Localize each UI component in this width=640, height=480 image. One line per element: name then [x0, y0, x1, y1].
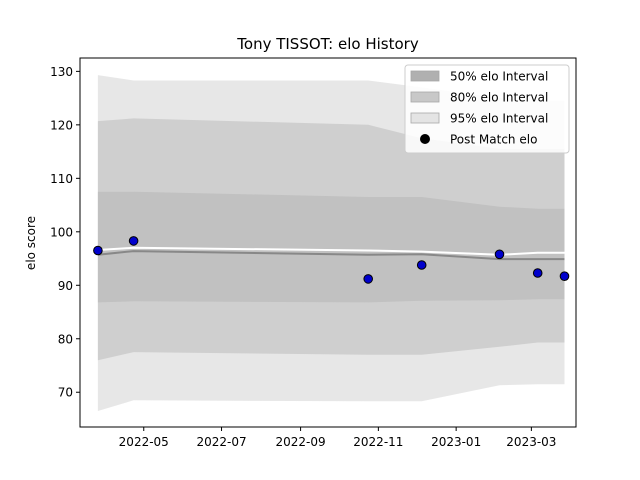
x-tick-label: 2023-03 — [506, 435, 556, 449]
legend-label: 50% elo Interval — [450, 70, 548, 84]
post-match-point — [93, 245, 103, 256]
legend: 50% elo Interval 80% elo Interval 95% elo … — [404, 64, 570, 154]
x-axis: 2022-05 2022-07 2022-09 2022-11 2023-01 2023-… — [119, 427, 556, 449]
legend-label: 95% elo Interval — [450, 112, 548, 126]
post-match-point — [128, 236, 139, 246]
y-axis: 70 80 90 100 110 120 130 — [50, 65, 80, 400]
post-match-point — [363, 274, 374, 284]
x-tick-label: 2022-11 — [353, 435, 403, 449]
post-match-point — [559, 271, 570, 282]
x-tick-label: 2022-07 — [196, 435, 246, 449]
y-tick-label: 110 — [50, 172, 73, 186]
y-tick-label: 80 — [58, 332, 73, 346]
elo-lines — [97, 246, 565, 261]
legend-swatch — [410, 112, 440, 124]
post-match-point — [494, 249, 505, 260]
legend-label: Post Match elo — [450, 133, 537, 147]
x-tick-label: 2023-01 — [431, 435, 481, 449]
x-tick-label: 2022-09 — [276, 435, 326, 449]
post-match-point — [416, 260, 427, 270]
interval-band-3 — [97, 191, 565, 303]
post-match-points — [93, 236, 570, 284]
chart-title: Tony TISSOT: elo History — [236, 35, 419, 53]
legend-box — [404, 64, 570, 154]
elo-line-1 — [97, 250, 565, 261]
y-tick-label: 130 — [50, 65, 73, 79]
post-match-point — [532, 268, 543, 278]
y-tick-label: 90 — [58, 279, 73, 293]
y-axis-label: elo score — [24, 216, 38, 270]
y-tick-label: 120 — [50, 118, 73, 132]
y-tick-label: 100 — [50, 225, 73, 239]
legend-swatch — [410, 70, 440, 82]
legend-marker — [420, 134, 430, 144]
legend-label: 80% elo Interval — [450, 91, 548, 105]
y-tick-label: 70 — [58, 386, 73, 400]
plot-frame — [79, 57, 577, 428]
x-tick-label: 2022-05 — [119, 435, 169, 449]
interval-bands — [97, 75, 565, 411]
legend-swatch — [410, 91, 440, 103]
elo-line-2 — [97, 246, 565, 256]
